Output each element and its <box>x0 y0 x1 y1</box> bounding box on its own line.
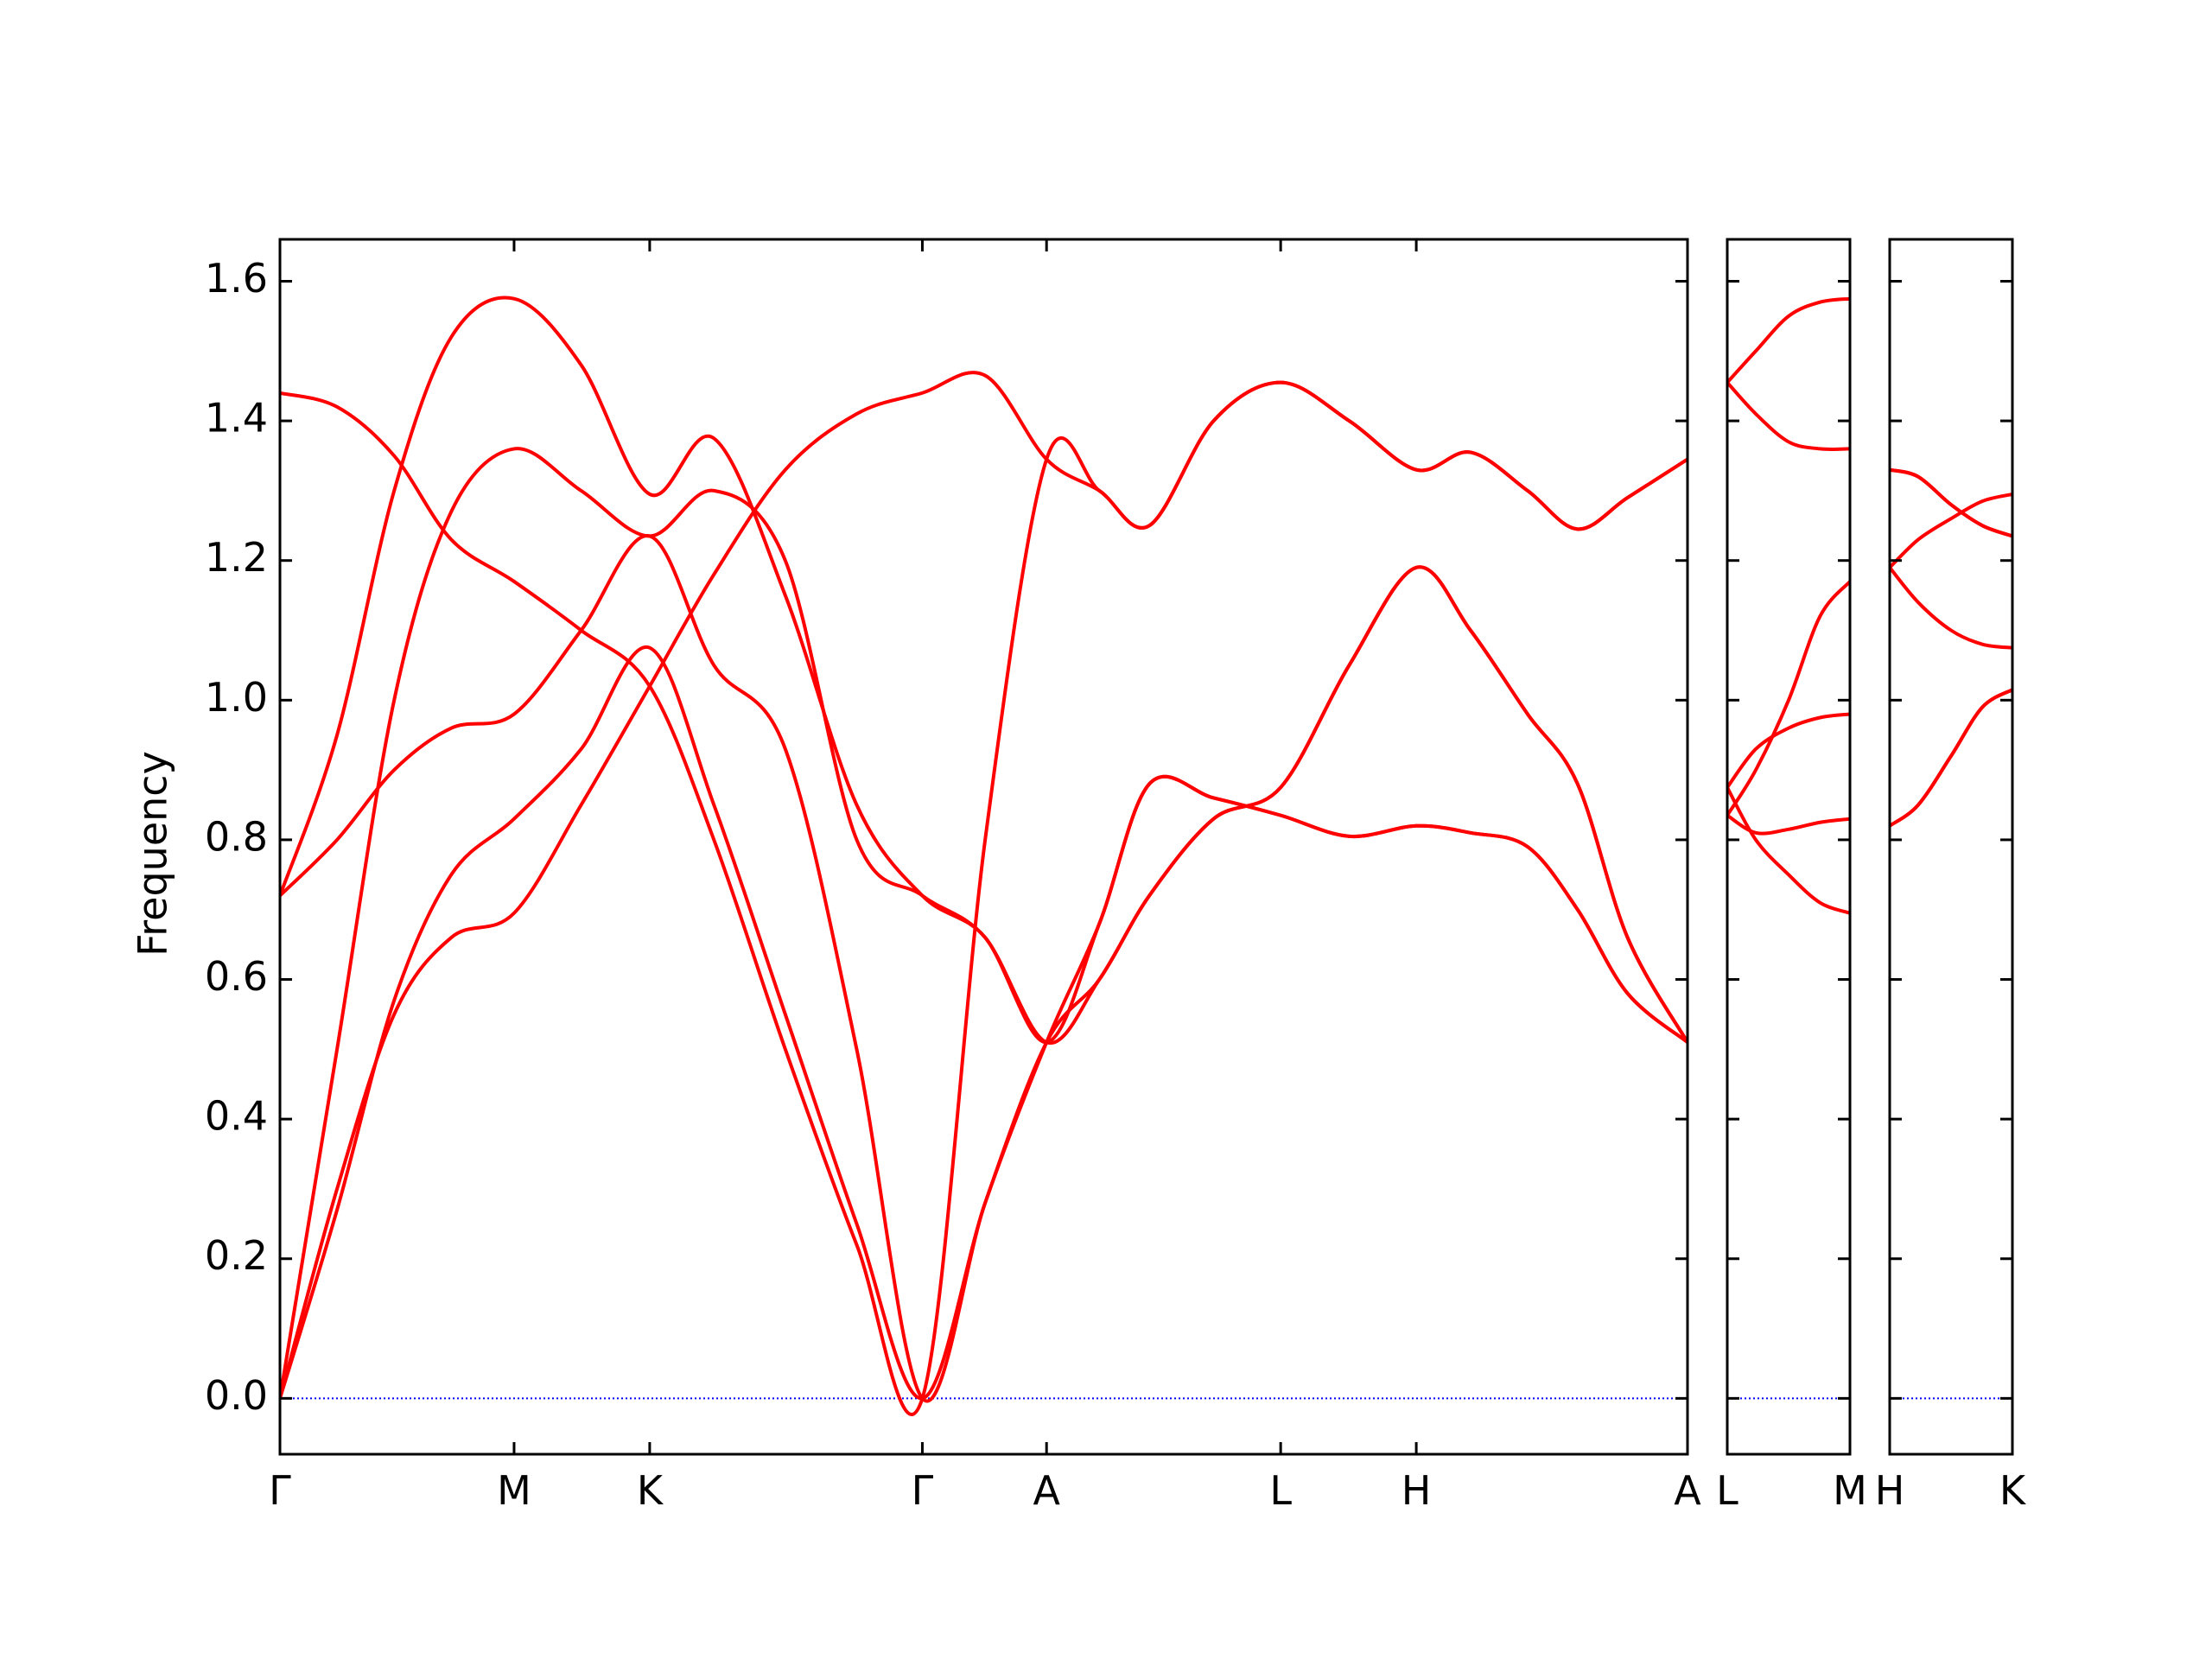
band-line <box>1890 566 2012 650</box>
band-line <box>1727 813 1850 836</box>
band-line <box>280 380 1688 1416</box>
x-tick-label: A <box>1033 1467 1060 1514</box>
x-tick-label: M <box>1833 1467 1867 1514</box>
x-tick-label: Γ <box>912 1467 934 1514</box>
x-tick-label: Γ <box>269 1467 291 1514</box>
x-tick-label: K <box>1999 1467 2027 1514</box>
band-line <box>280 534 1688 1403</box>
x-tick-label: H <box>1875 1467 1905 1514</box>
x-tick-label: L <box>1716 1467 1738 1514</box>
band-line <box>280 296 1688 1045</box>
band-line <box>1890 467 2012 538</box>
band-line <box>1890 688 2012 828</box>
x-tick-label: L <box>1269 1467 1292 1514</box>
y-tick-label: 0.6 <box>205 953 268 1000</box>
x-tick-label: K <box>637 1467 664 1514</box>
band-line <box>1727 296 1850 384</box>
y-tick-label: 0.8 <box>205 813 268 860</box>
y-tick-label: 0.4 <box>205 1093 268 1140</box>
panel-frame <box>278 238 1689 1456</box>
x-tick-label: H <box>1402 1467 1432 1514</box>
band-line <box>1727 786 1850 915</box>
panel-frame <box>1726 238 1852 1456</box>
y-tick-label: 0.0 <box>205 1372 268 1419</box>
band-line <box>1727 381 1850 452</box>
x-tick-label: A <box>1674 1467 1701 1514</box>
y-tick-label: 1.2 <box>205 534 268 581</box>
x-tick-label: M <box>497 1467 531 1514</box>
band-line <box>1890 492 2012 569</box>
y-tick-label: 0.2 <box>205 1232 268 1279</box>
band-line <box>1727 712 1850 789</box>
y-axis-label: Frequency <box>130 751 176 957</box>
y-tick-label: 1.0 <box>205 674 268 721</box>
band-line <box>1727 580 1850 817</box>
y-tick-label: 1.6 <box>205 255 268 302</box>
y-tick-label: 1.4 <box>205 395 268 442</box>
panel-frame <box>1888 238 2014 1456</box>
